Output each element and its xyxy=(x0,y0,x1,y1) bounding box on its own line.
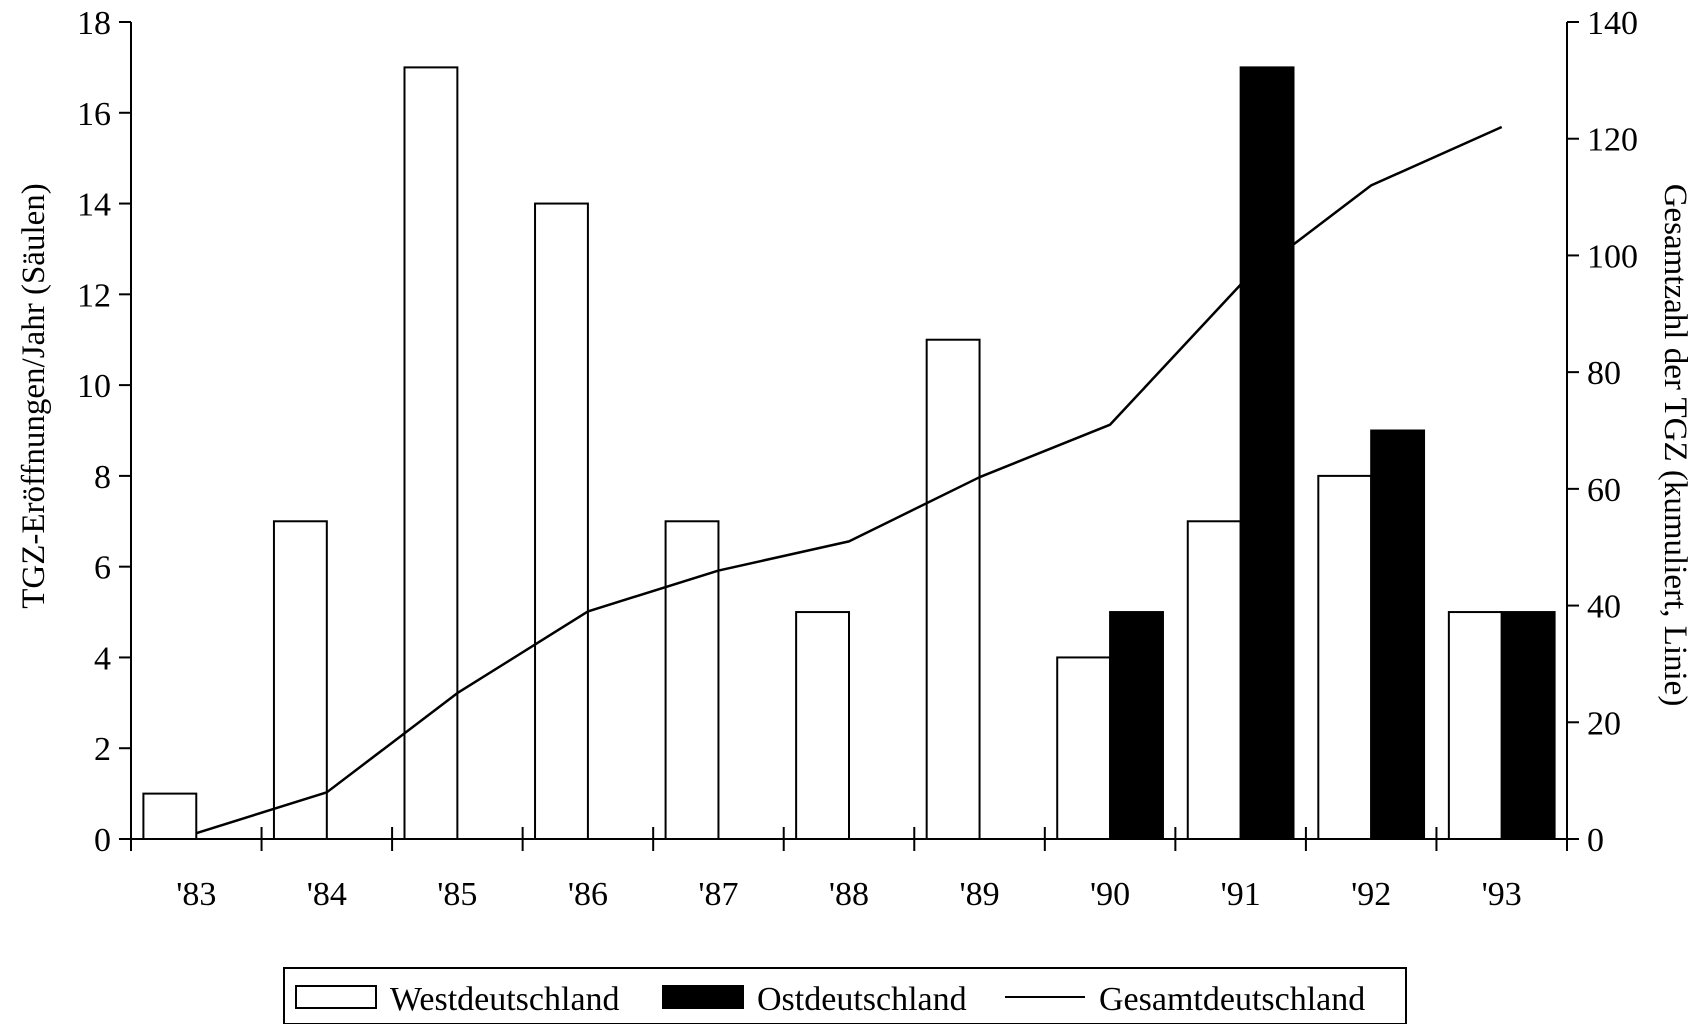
y-left-tick-label: 0 xyxy=(94,822,111,859)
y-left-tick-label: 14 xyxy=(77,187,111,224)
legend-label-westdeutschland: Westdeutschland xyxy=(390,981,620,1018)
legend-frame xyxy=(283,967,1407,1024)
y-axis-right-title: Gesamtzahl der TGZ (kumuliert, Linie) xyxy=(1657,184,1693,707)
legend-swatch-westdeutschland xyxy=(295,985,377,1009)
y-left-tick-label: 2 xyxy=(94,731,111,768)
legend-label-ostdeutschland: Ostdeutschland xyxy=(757,981,967,1018)
x-tick-label: '89 xyxy=(959,876,999,913)
y-left-tick-label: 18 xyxy=(77,5,111,42)
bar-westdeutschland-93 xyxy=(1447,611,1503,840)
y-left-tick-label: 8 xyxy=(94,459,111,496)
y-left-tick-label: 10 xyxy=(77,368,111,405)
bars-layer xyxy=(142,66,1556,841)
y-left-tick-label: 16 xyxy=(77,96,111,133)
y-right-tick-label: 0 xyxy=(1587,822,1604,859)
legend-swatch-ostdeutschland xyxy=(662,985,744,1009)
y-left-tick-label: 4 xyxy=(94,640,111,677)
y-right-tick-label: 60 xyxy=(1587,472,1621,509)
y-right-tick-label: 140 xyxy=(1587,5,1638,42)
y-right-tick-label: 80 xyxy=(1587,355,1621,392)
bar-ostdeutschland-91 xyxy=(1239,66,1295,840)
y-right-tick-label: 20 xyxy=(1587,705,1621,742)
y-right-tick-label: 100 xyxy=(1587,238,1638,275)
bar-westdeutschland-85 xyxy=(403,66,459,840)
bar-ostdeutschland-93 xyxy=(1500,611,1556,840)
x-tick-label: '88 xyxy=(829,876,869,913)
y-left-tick-label: 6 xyxy=(94,550,111,587)
y-right-tick-label: 120 xyxy=(1587,122,1638,159)
x-tick-label: '93 xyxy=(1482,876,1522,913)
legend: Westdeutschland Ostdeutschland Gesamtdeu… xyxy=(283,967,1407,1024)
legend-label-gesamtdeutschland: Gesamtdeutschland xyxy=(1099,981,1365,1018)
x-tick-label: '86 xyxy=(568,876,608,913)
x-tick-label: '85 xyxy=(437,876,477,913)
bar-westdeutschland-89 xyxy=(925,338,981,840)
bar-westdeutschland-90 xyxy=(1056,656,1112,841)
y-axis-right-ticks: 0 20 40 60 80 100 120 140 xyxy=(1567,5,1638,859)
x-tick-label: '92 xyxy=(1351,876,1391,913)
x-tick-label: '90 xyxy=(1090,876,1130,913)
y-axis-left-ticks: 0 2 4 6 8 10 12 14 16 18 xyxy=(77,5,131,859)
bar-westdeutschland-84 xyxy=(272,520,328,840)
bar-westdeutschland-91 xyxy=(1186,520,1242,840)
x-tick-label: '83 xyxy=(176,876,216,913)
bar-ostdeutschland-92 xyxy=(1370,429,1426,840)
bar-westdeutschland-92 xyxy=(1317,474,1373,840)
bar-westdeutschland-88 xyxy=(795,611,850,840)
bar-westdeutschland-87 xyxy=(664,520,720,840)
x-tick-label: '87 xyxy=(698,876,738,913)
x-axis-ticks: '83 '84 '85 '86 '87 '88 '89 '90 '91 '92 '93 xyxy=(130,827,1568,913)
y-right-tick-label: 40 xyxy=(1587,589,1621,626)
bar-westdeutschland-86 xyxy=(534,202,589,841)
y-axis-left-title: TGZ-Eröffnungen/Jahr (Säulen) xyxy=(16,183,52,609)
x-tick-label: '84 xyxy=(307,876,347,913)
bar-ostdeutschland-90 xyxy=(1109,611,1164,840)
x-tick-label: '91 xyxy=(1221,876,1261,913)
line-layer xyxy=(195,125,1503,835)
bar-westdeutschland-83 xyxy=(142,792,198,840)
y-left-tick-label: 12 xyxy=(77,277,111,314)
